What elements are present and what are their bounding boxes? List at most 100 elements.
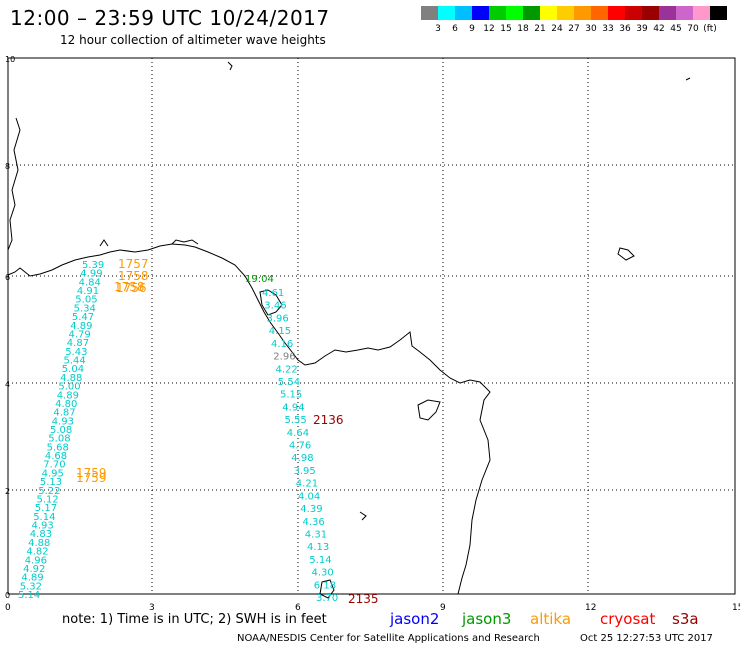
legend-swatch (438, 6, 455, 20)
track-value-label: 4.39 (300, 504, 322, 515)
track-value-label: 5.12 (37, 495, 59, 506)
track-value-label: 4.79 (69, 330, 91, 341)
track-value-label: 4.88 (28, 538, 50, 549)
map-title: 12:00 – 23:59 UTC 10/24/2017 (10, 6, 330, 30)
altika-pass-label: 1759 (76, 471, 107, 485)
track-value-label: 4.91 (77, 286, 99, 297)
legend-swatch (642, 6, 659, 20)
track-value-label: 5.44 (64, 356, 86, 367)
track-value-label: 4.88 (60, 373, 82, 384)
track-value-label: 5.15 (280, 390, 302, 401)
legend-swatch (540, 6, 557, 20)
track-value-label: 3.96 (267, 313, 289, 324)
altika-pass-label: 1759 (76, 466, 107, 480)
track-value-label: 4.84 (79, 277, 101, 288)
track-value-label: 4.95 (42, 468, 64, 479)
track-value-label: 4.30 (312, 568, 334, 579)
track-value-label: 4.83 (30, 529, 52, 540)
legend-label: 45 (670, 24, 682, 34)
legend-swatch (523, 6, 540, 20)
legend-swatch (421, 6, 438, 20)
track-value-label: 4.36 (303, 517, 325, 528)
track-value-label: 5.34 (74, 303, 96, 314)
track-value-label: 5.22 (38, 486, 60, 497)
altika-pass-label: 1756 (116, 281, 147, 295)
legend-label: 27 (568, 24, 580, 34)
credit-line: NOAA/NESDIS Center for Satellite Applica… (237, 633, 540, 644)
track-value-label: 4.22 (276, 364, 298, 375)
legend-swatch (489, 6, 506, 20)
track-value-label: 5.68 (47, 442, 69, 453)
legend-label: 15 (500, 24, 512, 34)
x-tick-label: 9 (440, 603, 446, 613)
track-value-label: 3.95 (294, 466, 316, 477)
legend-swatch (693, 6, 710, 20)
legend-swatch (472, 6, 489, 20)
track-value-label: 5.54 (278, 377, 300, 388)
legend-swatch (574, 6, 591, 20)
x-tick-label: 15 (732, 603, 740, 613)
coastline (7, 61, 691, 599)
x-tick-label: 0 (5, 603, 11, 613)
legend-label: 6 (452, 24, 458, 34)
legend-swatch (608, 6, 625, 20)
legend-label: 21 (534, 24, 546, 34)
legend-swatch (676, 6, 693, 20)
track-value-label: 5.08 (50, 425, 72, 436)
track-value-label: 5.04 (62, 364, 84, 375)
track-value-label: 4.87 (53, 408, 75, 419)
legend-swatch (455, 6, 472, 20)
track-value-label: 5.14 (309, 555, 331, 566)
track-value-label: 3.46 (264, 301, 286, 312)
track-value-label: 4.21 (296, 479, 318, 490)
track-value-label: 4.92 (23, 564, 45, 575)
legend-label: 36 (619, 24, 631, 34)
track-value-label: 5.55 (285, 415, 307, 426)
y-tick-label: 0 (5, 591, 10, 600)
track-value-label: 4.89 (57, 390, 79, 401)
mission-label-cryosat: cryosat (600, 610, 656, 628)
track-value-label: 6.18 (314, 580, 336, 591)
legend-label: 33 (602, 24, 614, 34)
pass-time-labels: 1757 1758 1756 1758 1759 1759 19:04 2136… (76, 257, 379, 606)
track-value-label: 5.32 (20, 581, 42, 592)
track-value-label: 5.43 (65, 347, 87, 358)
track-value-label: 4.93 (52, 416, 74, 427)
legend-label: 70 (687, 24, 699, 34)
map-grid: 036912151086420 (5, 55, 740, 613)
x-tick-label: 6 (295, 603, 301, 613)
track-value-label: 4.16 (271, 339, 293, 350)
track-value-label: 4.68 (45, 451, 67, 462)
mission-label-altika: altika (530, 610, 572, 628)
track-value-label: 4.98 (291, 453, 313, 464)
map-frame (7, 57, 736, 595)
legend-label: 18 (517, 24, 529, 34)
track-value-label: 4.76 (289, 441, 311, 452)
y-tick-label: 10 (5, 55, 15, 64)
generated-timestamp: Oct 25 12:27:53 UTC 2017 (580, 633, 713, 644)
track-value-label: 4.13 (307, 542, 329, 553)
altika-pass-label: 1758 (118, 269, 149, 283)
legend-swatch (710, 6, 727, 20)
track-value-label: 5.00 (58, 382, 80, 393)
track-value-label: 4.96 (25, 555, 47, 566)
mission-label-jason3: jason3 (462, 610, 512, 628)
x-tick-label: 12 (585, 603, 596, 613)
track-value-label: 7.70 (43, 460, 65, 471)
jason3-pass-label: 19:04 (245, 274, 274, 285)
track-value-label: 5.14 (18, 590, 40, 601)
track-value-label: 4.99 (80, 269, 102, 280)
legend-label: 9 (469, 24, 475, 34)
track-value-label: 5.17 (35, 503, 57, 514)
legend-label: 24 (551, 24, 563, 34)
track-value-label: 4.31 (305, 530, 327, 541)
track-value-label: 3.70 (316, 593, 338, 604)
track-value-label: 4.64 (287, 428, 309, 439)
legend-swatch (625, 6, 642, 20)
legend-label: 30 (585, 24, 597, 34)
track-value-label: 5.05 (75, 295, 97, 306)
mission-label-jason2: jason2 (390, 610, 440, 628)
legend-label: 42 (653, 24, 665, 34)
track-value-label: 4.93 (32, 521, 54, 532)
